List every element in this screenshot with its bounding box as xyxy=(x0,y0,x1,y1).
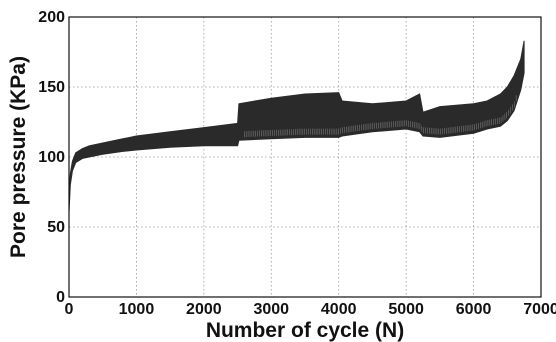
x-tick-label: 1000 xyxy=(119,301,155,318)
y-tick-label: 150 xyxy=(38,79,65,96)
x-tick-label: 0 xyxy=(65,301,74,318)
y-axis-label: Pore pressure (KPa) xyxy=(7,56,30,258)
x-tick-label: 3000 xyxy=(253,301,289,318)
x-tick-label: 2000 xyxy=(186,301,222,318)
y-tick-label: 100 xyxy=(38,149,65,166)
y-tick-label: 200 xyxy=(38,9,65,26)
y-tick-label: 50 xyxy=(47,219,65,236)
x-axis-label: Number of cycle (N) xyxy=(206,319,404,342)
x-tick-label: 5000 xyxy=(388,301,424,318)
tick-labels: 0 1000 2000 3000 4000 5000 6000 7000 0 50 100 150 20… xyxy=(38,9,556,318)
plot-frame xyxy=(68,16,542,298)
pore-pressure-band xyxy=(68,40,525,214)
y-tick-label: 0 xyxy=(56,289,65,306)
x-tick-label: 4000 xyxy=(321,301,357,318)
band-texture xyxy=(244,95,517,138)
data-band-layer xyxy=(68,40,525,214)
x-tick-label: 6000 xyxy=(456,301,492,318)
grid-lines xyxy=(69,17,541,297)
x-tick-label: 7000 xyxy=(523,301,556,318)
